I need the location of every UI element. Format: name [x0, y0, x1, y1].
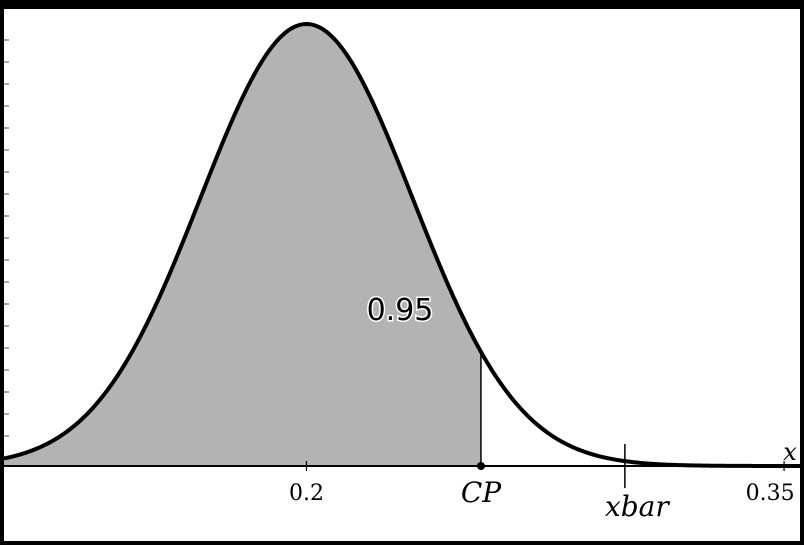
tick-label-0-2: 0.2: [289, 481, 324, 506]
x-axis-label: x: [783, 438, 797, 466]
shaded-area-region: [4, 24, 481, 466]
tick-label-0-35: 0.35: [746, 481, 795, 506]
cp-label: CP: [461, 476, 502, 509]
xbar-label: xbar: [605, 490, 670, 523]
normal-curve-line: [3, 21, 800, 468]
cp-point[interactable]: [476, 462, 485, 470]
shaded-area-label: 0.95: [367, 293, 434, 328]
x-axis-ticks: [305, 461, 785, 471]
